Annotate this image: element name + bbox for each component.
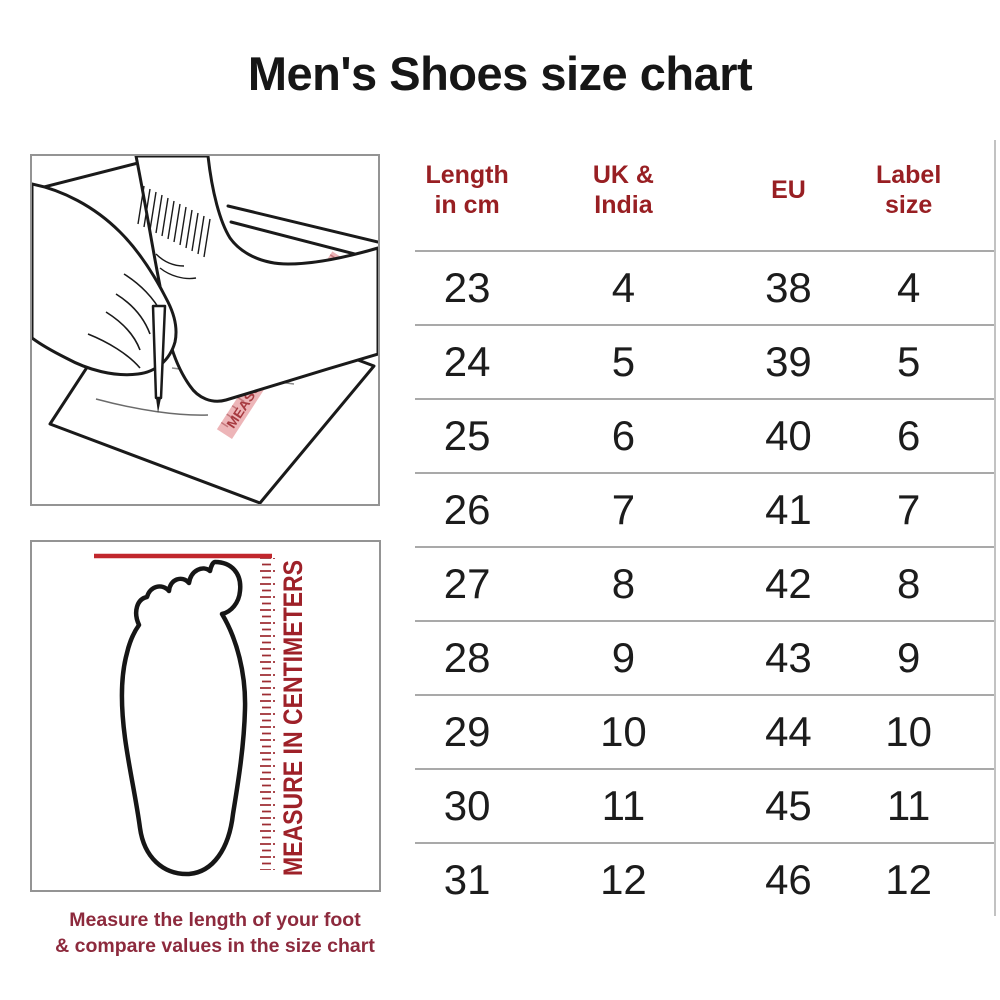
table-row: 29 10 44 10 bbox=[415, 694, 994, 769]
foot-outline bbox=[119, 559, 248, 877]
cell-eu: 39 bbox=[727, 324, 850, 399]
cell-eu: 45 bbox=[727, 768, 850, 843]
cell-length-cm: 29 bbox=[415, 694, 520, 769]
cell-length-cm: 23 bbox=[415, 250, 520, 325]
table-row: 25 6 40 6 bbox=[415, 398, 994, 473]
cell-length-cm: 25 bbox=[415, 398, 520, 473]
cell-label-size: 7 bbox=[849, 472, 994, 547]
cell-uk-india: 10 bbox=[519, 694, 728, 769]
cell-length-cm: 30 bbox=[415, 768, 520, 843]
finger-lines bbox=[87, 273, 163, 369]
drawn-mark-line bbox=[95, 398, 209, 416]
cell-eu: 40 bbox=[727, 398, 850, 473]
measuring-illustration: MEASURE IN CENTIMETERS bbox=[30, 154, 380, 506]
table-row: 31 12 46 12 bbox=[415, 842, 994, 916]
cell-length-cm: 26 bbox=[415, 472, 520, 547]
sock-cuff-hatching bbox=[137, 185, 211, 258]
cell-uk-india: 7 bbox=[519, 472, 728, 547]
cell-eu: 38 bbox=[727, 250, 850, 325]
caption-line-1: Measure the length of your foot bbox=[69, 909, 361, 931]
cell-eu: 42 bbox=[727, 546, 850, 621]
footprint-drawing: MEASURE IN CENTIMETERS bbox=[94, 553, 308, 877]
caption-line-2: & compare values in the size chart bbox=[55, 934, 375, 957]
cell-uk-india: 5 bbox=[519, 324, 728, 399]
cell-label-size: 10 bbox=[849, 694, 994, 769]
cell-uk-india: 6 bbox=[519, 398, 728, 473]
cell-label-size: 5 bbox=[849, 324, 994, 399]
footprint-illustration: MEASURE IN CENTIMETERS bbox=[30, 540, 381, 892]
table-row: 30 11 45 11 bbox=[415, 768, 994, 843]
cell-uk-india: 9 bbox=[519, 620, 728, 695]
cell-eu: 41 bbox=[727, 472, 850, 547]
page-title: Men's Shoes size chart bbox=[247, 47, 753, 100]
cell-uk-india: 12 bbox=[519, 842, 728, 916]
cell-length-cm: 28 bbox=[415, 620, 520, 695]
table-row: 26 7 41 7 bbox=[415, 472, 994, 547]
cell-label-size: 9 bbox=[849, 620, 994, 695]
cell-length-cm: 31 bbox=[415, 842, 520, 916]
cell-length-cm: 27 bbox=[415, 546, 520, 621]
cell-eu: 44 bbox=[727, 694, 850, 769]
cell-label-size: 11 bbox=[849, 768, 994, 843]
instruction-caption: Measure the length of your foot & compar… bbox=[5, 908, 425, 959]
vertical-ruler-label: MEASURE IN CENTIMETERS bbox=[278, 560, 308, 876]
col-header-label-size: Label size bbox=[875, 160, 942, 220]
col-header-uk-india: UK & India bbox=[592, 160, 654, 220]
cell-eu: 46 bbox=[727, 842, 850, 916]
measuring-drawing: MEASURE IN CENTIMETERS bbox=[32, 156, 378, 504]
pencil-tip bbox=[156, 398, 161, 413]
cell-uk-india: 11 bbox=[519, 768, 728, 843]
ruler-tick-column bbox=[260, 558, 275, 870]
cell-uk-india: 4 bbox=[519, 250, 728, 325]
table-row: 27 8 42 8 bbox=[415, 546, 994, 621]
cell-label-size: 4 bbox=[849, 250, 994, 325]
cell-label-size: 6 bbox=[849, 398, 994, 473]
hand bbox=[32, 182, 178, 377]
ankle-fold-lines bbox=[155, 253, 197, 280]
size-table: Length in cm UK & India EU Label size bbox=[415, 140, 996, 916]
cell-length-cm: 24 bbox=[415, 324, 520, 399]
size-table-grid: Length in cm UK & India EU Label size bbox=[415, 140, 994, 916]
cell-eu: 43 bbox=[727, 620, 850, 695]
table-row: 28 9 43 9 bbox=[415, 620, 994, 695]
col-header-eu: EU bbox=[771, 175, 806, 204]
cell-label-size: 12 bbox=[849, 842, 994, 916]
table-row: 23 4 38 4 bbox=[415, 250, 994, 325]
col-header-length-cm: Length in cm bbox=[425, 160, 509, 220]
cell-uk-india: 8 bbox=[519, 546, 728, 621]
cell-label-size: 8 bbox=[849, 546, 994, 621]
table-header-row: Length in cm UK & India EU Label size bbox=[415, 140, 994, 251]
table-row: 24 5 39 5 bbox=[415, 324, 994, 399]
step-edge-lines bbox=[226, 204, 378, 262]
